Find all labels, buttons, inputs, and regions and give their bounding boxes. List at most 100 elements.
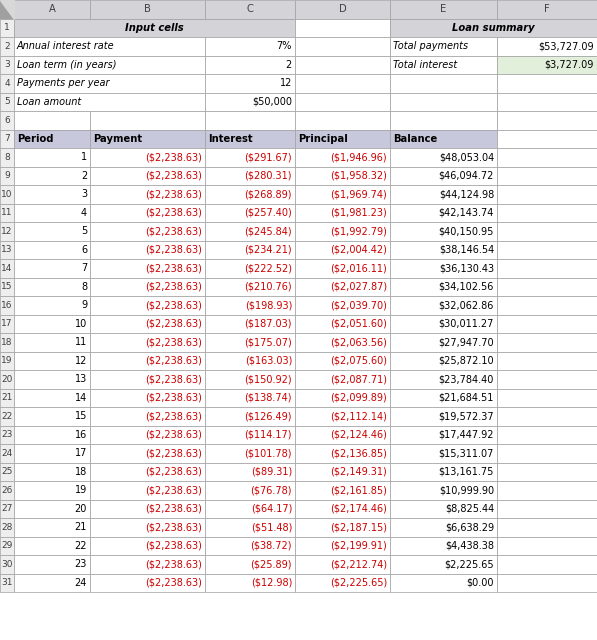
Text: $36,130.43: $36,130.43 bbox=[439, 263, 494, 273]
Bar bbox=[205, 241, 295, 259]
Text: ($1,981.23): ($1,981.23) bbox=[330, 208, 387, 218]
Bar bbox=[205, 222, 295, 241]
Text: ($2,149.31): ($2,149.31) bbox=[330, 467, 387, 477]
Text: 15: 15 bbox=[1, 282, 13, 291]
Text: 9: 9 bbox=[81, 300, 87, 310]
Bar bbox=[90, 296, 205, 314]
Bar bbox=[90, 204, 205, 222]
Bar bbox=[0, 296, 14, 314]
Bar bbox=[90, 351, 205, 370]
Text: Annual interest rate: Annual interest rate bbox=[17, 41, 115, 51]
Text: 13: 13 bbox=[1, 245, 13, 254]
Bar bbox=[497, 573, 597, 592]
Bar bbox=[0, 388, 14, 407]
Bar bbox=[390, 573, 497, 592]
Bar bbox=[205, 388, 295, 407]
Bar bbox=[295, 536, 390, 555]
Text: 4: 4 bbox=[4, 79, 10, 88]
Text: ($2,238.63): ($2,238.63) bbox=[145, 319, 202, 329]
Bar bbox=[205, 481, 295, 499]
Text: 19: 19 bbox=[1, 356, 13, 365]
Bar bbox=[205, 536, 295, 555]
Bar bbox=[0, 74, 14, 93]
Text: ($257.40): ($257.40) bbox=[244, 208, 292, 218]
Text: ($1,946.96): ($1,946.96) bbox=[330, 152, 387, 163]
Bar bbox=[14, 74, 205, 93]
Text: 17: 17 bbox=[75, 448, 87, 458]
Bar bbox=[14, 37, 205, 56]
Text: ($2,238.63): ($2,238.63) bbox=[145, 227, 202, 236]
Bar bbox=[0, 129, 14, 148]
Text: ($2,063.56): ($2,063.56) bbox=[330, 337, 387, 348]
Text: ($2,174.46): ($2,174.46) bbox=[330, 504, 387, 514]
Bar bbox=[14, 481, 90, 499]
Bar bbox=[0, 0, 14, 19]
Bar bbox=[295, 555, 390, 573]
Text: ($2,099.89): ($2,099.89) bbox=[330, 393, 387, 403]
Text: B: B bbox=[144, 4, 151, 14]
Text: 12: 12 bbox=[1, 227, 13, 236]
Bar bbox=[497, 351, 597, 370]
Text: $27,947.70: $27,947.70 bbox=[438, 337, 494, 348]
Bar bbox=[90, 241, 205, 259]
Text: 30: 30 bbox=[1, 560, 13, 569]
Bar bbox=[497, 166, 597, 185]
Text: ($2,238.63): ($2,238.63) bbox=[145, 485, 202, 495]
Bar bbox=[205, 499, 295, 518]
Bar bbox=[497, 185, 597, 204]
Text: 8: 8 bbox=[4, 153, 10, 162]
Bar bbox=[205, 463, 295, 481]
Bar bbox=[0, 351, 14, 370]
Bar bbox=[205, 333, 295, 351]
Text: 11: 11 bbox=[1, 208, 13, 217]
Text: $21,684.51: $21,684.51 bbox=[439, 393, 494, 403]
Bar bbox=[14, 111, 90, 129]
Text: ($126.49): ($126.49) bbox=[245, 412, 292, 421]
Bar bbox=[295, 93, 390, 111]
Text: ($101.78): ($101.78) bbox=[245, 448, 292, 458]
Bar bbox=[295, 129, 390, 148]
Text: ($2,238.63): ($2,238.63) bbox=[145, 356, 202, 365]
Bar bbox=[14, 518, 90, 536]
Text: D: D bbox=[338, 4, 346, 14]
Text: 9: 9 bbox=[4, 172, 10, 180]
Text: ($2,187.15): ($2,187.15) bbox=[330, 522, 387, 532]
Text: 5: 5 bbox=[81, 227, 87, 236]
Text: 2: 2 bbox=[4, 42, 10, 51]
Text: ($12.98): ($12.98) bbox=[251, 578, 292, 588]
Bar bbox=[90, 463, 205, 481]
Text: 31: 31 bbox=[1, 579, 13, 588]
Text: $3,727.09: $3,727.09 bbox=[544, 60, 594, 70]
Bar bbox=[90, 314, 205, 333]
Bar bbox=[390, 148, 497, 166]
Bar bbox=[14, 166, 90, 185]
Bar bbox=[497, 37, 597, 56]
Bar bbox=[90, 499, 205, 518]
Bar bbox=[14, 278, 90, 296]
Bar bbox=[295, 296, 390, 314]
Bar bbox=[90, 444, 205, 463]
Bar bbox=[14, 148, 90, 166]
Text: 15: 15 bbox=[75, 412, 87, 421]
Text: ($2,212.74): ($2,212.74) bbox=[330, 559, 387, 569]
Text: ($2,238.63): ($2,238.63) bbox=[145, 559, 202, 569]
Bar bbox=[0, 37, 14, 56]
Bar bbox=[390, 426, 497, 444]
Text: ($2,238.63): ($2,238.63) bbox=[145, 189, 202, 199]
Bar bbox=[295, 37, 390, 56]
Text: 14: 14 bbox=[1, 264, 13, 273]
Bar bbox=[205, 204, 295, 222]
Bar bbox=[497, 536, 597, 555]
Bar bbox=[390, 481, 497, 499]
Bar bbox=[390, 388, 497, 407]
Bar bbox=[0, 333, 14, 351]
Bar bbox=[390, 185, 497, 204]
Bar bbox=[90, 370, 205, 388]
Text: ($2,225.65): ($2,225.65) bbox=[330, 578, 387, 588]
Text: $15,311.07: $15,311.07 bbox=[439, 448, 494, 458]
Text: 6: 6 bbox=[81, 244, 87, 255]
Text: ($2,238.63): ($2,238.63) bbox=[145, 412, 202, 421]
Text: ($187.03): ($187.03) bbox=[245, 319, 292, 329]
Bar bbox=[295, 222, 390, 241]
Text: $32,062.86: $32,062.86 bbox=[439, 300, 494, 310]
